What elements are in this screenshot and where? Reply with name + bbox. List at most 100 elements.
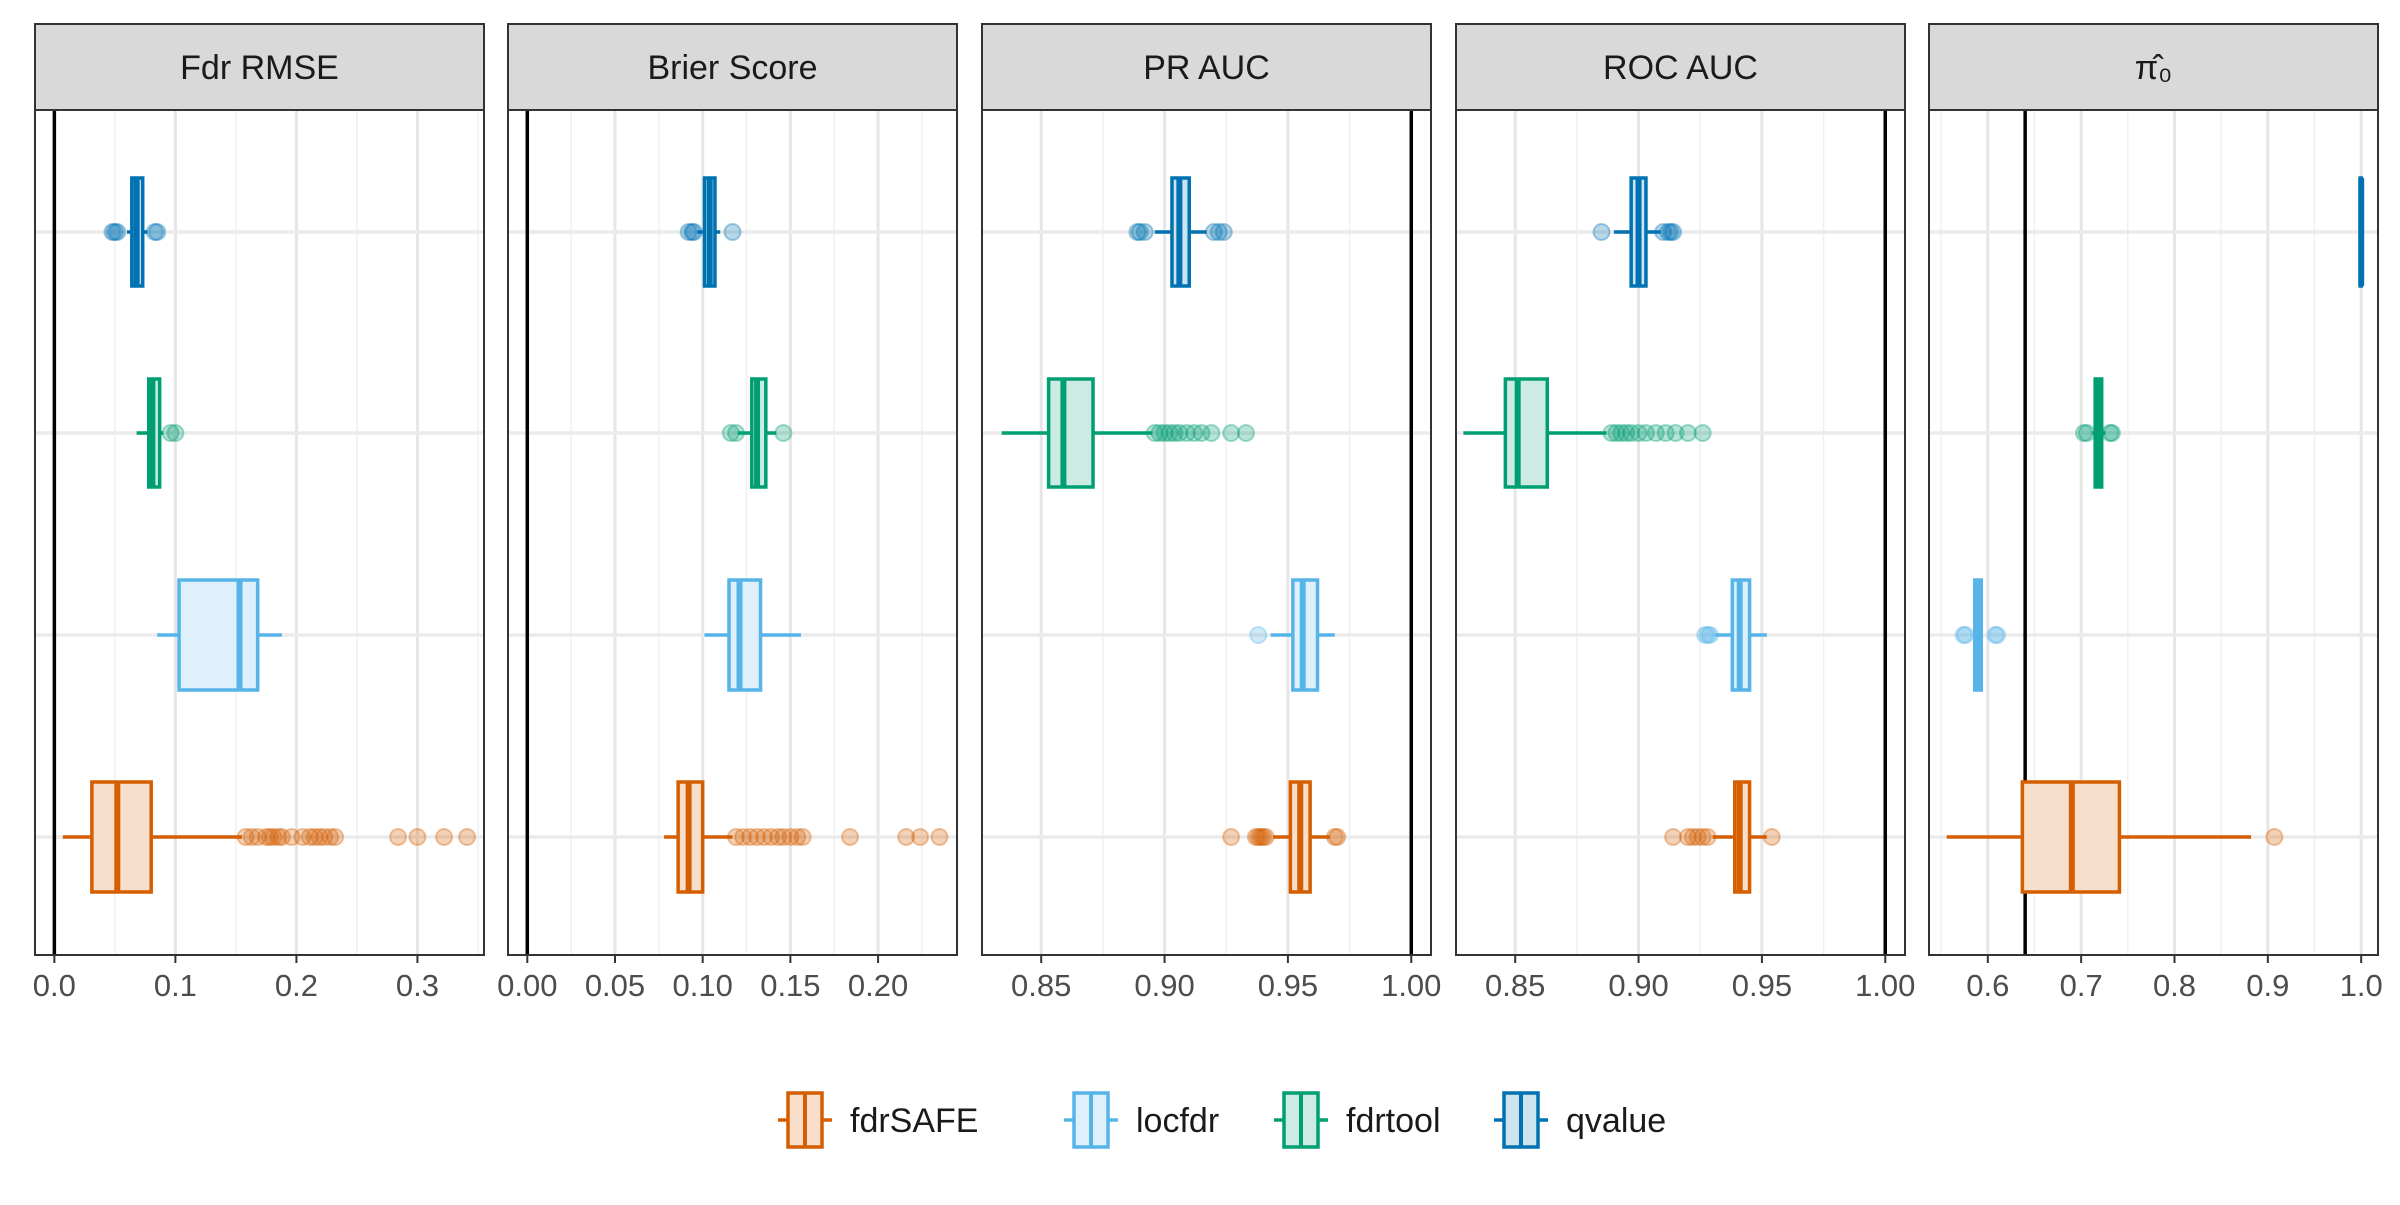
outlier-point-fdrtool <box>1155 424 1174 442</box>
outlier-point-fdrtool <box>1150 424 1169 442</box>
facet-strip <box>507 23 958 111</box>
outlier-point-fdrtool <box>721 424 740 442</box>
outlier-point-fdrtool <box>1236 424 1255 442</box>
outlier-point-qvalue <box>103 223 122 241</box>
facet-title: ROC AUC <box>1603 49 1758 87</box>
outlier-point-fdrSAFE <box>269 828 288 846</box>
outlier-point-fdrSAFE <box>788 828 807 846</box>
outlier-point-fdrSAFE <box>1328 828 1347 846</box>
outlier-point-fdrtool <box>166 424 185 442</box>
outlier-point-fdrSAFE <box>458 828 477 846</box>
tick-label: 0.9 <box>2246 968 2289 1003</box>
outlier-point-fdrSAFE <box>741 828 760 846</box>
outlier-point-fdrSAFE <box>248 828 267 846</box>
tick-label: 0.0 <box>33 968 76 1003</box>
outlier-point-fdrtool <box>1629 424 1648 442</box>
outlier-point-fdrtool <box>1165 424 1184 442</box>
outlier-point-locfdr <box>1986 626 2005 644</box>
outlier-point-fdrtool <box>727 424 746 442</box>
outlier-point-fdrSAFE <box>326 828 345 846</box>
outlier-point-fdrSAFE <box>1254 828 1273 846</box>
outlier-point-qvalue <box>1664 223 1683 241</box>
outlier-point-fdrSAFE <box>293 828 312 846</box>
facet-strip <box>1928 23 2379 111</box>
outlier-point-fdrSAFE <box>755 828 774 846</box>
tick-label: 0.1 <box>154 968 197 1003</box>
outlier-point-fdrSAFE <box>781 828 800 846</box>
outlier-point-fdrtool <box>1693 424 1712 442</box>
outlier-point-fdrtool <box>1202 424 1221 442</box>
outlier-point-fdrtool <box>2077 424 2096 442</box>
outlier-point-fdrSAFE <box>793 828 812 846</box>
outlier-point-fdrtool <box>1145 424 1164 442</box>
outlier-point-fdrtool <box>1192 424 1211 442</box>
outlier-point-locfdr <box>1988 626 2007 644</box>
outlier-point-locfdr <box>1249 626 1268 644</box>
outlier-point-fdrSAFE <box>408 828 427 846</box>
outlier-point-qvalue <box>683 223 702 241</box>
outlier-point-fdrtool <box>161 424 180 442</box>
outlier-point-fdrSAFE <box>727 828 746 846</box>
outlier-point-fdrSAFE <box>1762 828 1781 846</box>
outlier-point-fdrSAFE <box>321 828 340 846</box>
outlier-point-locfdr <box>1956 626 1975 644</box>
outlier-point-qvalue <box>1214 223 1233 241</box>
tick-label: 1.0 <box>2340 968 2383 1003</box>
outlier-point-fdrSAFE <box>1325 828 1344 846</box>
outlier-point-fdrSAFE <box>300 828 319 846</box>
outlier-point-fdrSAFE <box>1678 828 1697 846</box>
box-fdrtool <box>1503 377 1550 489</box>
tick-label: 0.90 <box>1134 968 1194 1003</box>
outlier-point-fdrtool <box>1607 424 1626 442</box>
outlier-point-fdrSAFE <box>305 828 324 846</box>
outlier-point-fdrSAFE <box>264 828 283 846</box>
panel-border <box>1928 109 2379 956</box>
outlier-point-fdrSAFE <box>1683 828 1702 846</box>
outlier-point-locfdr <box>1696 626 1715 644</box>
tick-label: 0.00 <box>497 968 557 1003</box>
outlier-point-fdrtool <box>1617 424 1636 442</box>
outlier-point-fdrtool <box>2102 424 2121 442</box>
outlier-point-fdrSAFE <box>762 828 781 846</box>
facet-title: Brier Score <box>647 49 817 87</box>
facet-title: Fdr RMSE <box>180 49 339 87</box>
outlier-point-fdrSAFE <box>897 828 916 846</box>
panel-border <box>1455 109 1906 956</box>
outlier-point-fdrSAFE <box>734 828 753 846</box>
outlier-point-qvalue <box>1661 223 1680 241</box>
outlier-point-qvalue <box>105 223 124 241</box>
panel-border <box>34 109 485 956</box>
tick-label: 0.95 <box>1258 968 1318 1003</box>
outlier-point-fdrSAFE <box>1693 828 1712 846</box>
box-locfdr <box>177 578 260 692</box>
tick-label: 0.05 <box>585 968 645 1003</box>
outlier-point-fdrSAFE <box>748 828 767 846</box>
outlier-point-qvalue <box>1659 223 1678 241</box>
outlier-point-fdrSAFE <box>1249 828 1268 846</box>
outlier-point-qvalue <box>1135 223 1154 241</box>
panel-border <box>507 109 958 956</box>
outlier-point-fdrSAFE <box>1222 828 1241 846</box>
outlier-point-fdrSAFE <box>257 828 276 846</box>
tick-label: 1.00 <box>1381 968 1441 1003</box>
outlier-point-fdrSAFE <box>260 828 279 846</box>
outlier-point-fdrtool <box>1636 424 1655 442</box>
legend-label-qvalue: qvalue <box>1566 1102 1666 1140</box>
facet-title: π̂₀ <box>2135 49 2173 87</box>
tick-label: 0.15 <box>760 968 820 1003</box>
outlier-point-fdrSAFE <box>769 828 788 846</box>
tick-label: 0.7 <box>2060 968 2103 1003</box>
outlier-point-fdrSAFE <box>310 828 329 846</box>
outlier-point-fdrSAFE <box>315 828 334 846</box>
outlier-point-fdrSAFE <box>435 828 454 846</box>
tick-label: 0.85 <box>1485 968 1545 1003</box>
outlier-point-fdrtool <box>1160 424 1179 442</box>
legend-label-fdrtool: fdrtool <box>1346 1102 1441 1140</box>
outlier-point-qvalue <box>1209 223 1228 241</box>
panel-background <box>1929 110 2378 955</box>
outlier-point-fdrSAFE <box>911 828 930 846</box>
outlier-point-fdrSAFE <box>774 828 793 846</box>
outlier-point-fdrtool <box>1666 424 1685 442</box>
